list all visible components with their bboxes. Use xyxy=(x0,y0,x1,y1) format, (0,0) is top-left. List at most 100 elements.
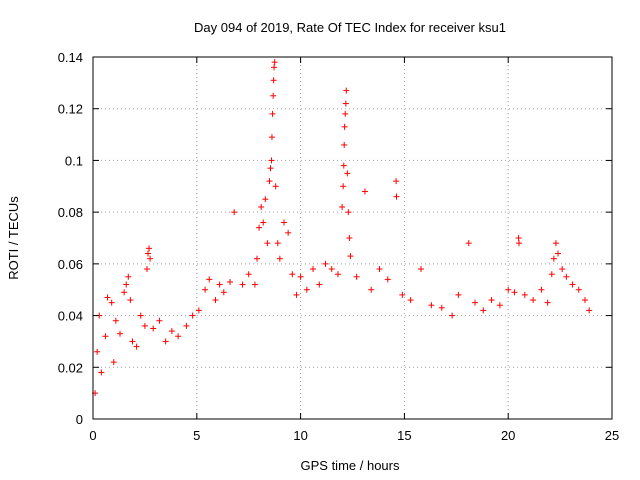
data-point xyxy=(116,330,123,337)
data-point xyxy=(108,299,115,306)
data-point xyxy=(202,286,209,293)
data-point xyxy=(266,178,273,185)
data-point xyxy=(582,297,589,304)
data-point xyxy=(407,297,414,304)
y-tick-label: 0.1 xyxy=(65,153,83,168)
data-point xyxy=(254,255,261,262)
data-point xyxy=(216,281,223,288)
data-point xyxy=(133,343,140,350)
data-point xyxy=(465,240,472,247)
data-points xyxy=(92,59,593,397)
data-point xyxy=(339,203,346,210)
data-point xyxy=(586,307,593,314)
data-point xyxy=(342,100,349,107)
data-point xyxy=(340,183,347,190)
data-point xyxy=(393,178,400,185)
data-point xyxy=(552,240,559,247)
data-point xyxy=(127,297,134,304)
axis-ticks: 0 5 10 15 20 25 0 0.02 0.04 0.06 0.08 0.1 0.12 0.14 xyxy=(58,50,620,443)
data-point xyxy=(438,304,445,311)
data-point xyxy=(183,322,190,329)
data-point xyxy=(530,297,537,304)
data-point xyxy=(220,289,227,296)
data-point xyxy=(137,312,144,319)
data-point xyxy=(231,209,238,216)
data-point xyxy=(353,273,360,280)
y-tick-label: 0.02 xyxy=(58,360,83,375)
data-point xyxy=(515,235,522,241)
data-point xyxy=(162,338,169,345)
data-point xyxy=(559,266,566,273)
data-point xyxy=(146,245,153,252)
data-point xyxy=(94,348,101,355)
data-point xyxy=(550,255,557,262)
chart-title: Day 094 of 2019, Rate Of TEC Index for r… xyxy=(194,20,506,35)
data-point xyxy=(227,278,234,285)
data-point xyxy=(195,307,202,314)
data-point xyxy=(245,271,252,278)
data-point xyxy=(98,369,105,376)
y-axis-label: ROTI / TECUs xyxy=(6,196,21,280)
data-point xyxy=(322,260,329,267)
data-point xyxy=(150,325,157,332)
x-tick-label: 0 xyxy=(89,428,96,443)
data-point xyxy=(293,291,300,298)
data-point xyxy=(303,286,310,293)
data-point xyxy=(341,123,348,130)
data-point xyxy=(480,307,487,314)
data-point xyxy=(143,266,150,273)
data-point xyxy=(488,297,495,304)
data-point xyxy=(270,77,277,84)
data-point xyxy=(316,281,323,288)
data-point xyxy=(280,219,287,226)
data-point xyxy=(515,240,522,247)
data-point xyxy=(145,250,152,257)
data-point xyxy=(538,286,545,293)
data-point xyxy=(272,183,279,190)
plot-frame xyxy=(92,56,613,420)
data-point xyxy=(267,165,274,172)
data-point xyxy=(555,250,562,257)
data-point xyxy=(110,359,117,366)
data-point xyxy=(344,170,351,177)
data-point xyxy=(399,291,406,298)
data-point xyxy=(505,286,512,293)
data-point xyxy=(264,240,271,247)
data-point xyxy=(361,188,368,195)
data-point xyxy=(125,273,132,280)
x-axis-label: GPS time / hours xyxy=(301,458,400,473)
data-point xyxy=(156,317,163,324)
data-point xyxy=(343,87,350,94)
data-point xyxy=(342,110,349,117)
data-point xyxy=(269,110,276,117)
data-point xyxy=(129,338,136,345)
x-tick-label: 20 xyxy=(501,428,515,443)
data-point xyxy=(346,235,353,241)
data-point xyxy=(368,286,375,293)
data-point xyxy=(345,209,352,216)
x-tick-label: 5 xyxy=(193,428,200,443)
data-point xyxy=(449,312,456,319)
data-point xyxy=(328,266,335,273)
x-tick-label: 15 xyxy=(397,428,411,443)
data-point xyxy=(239,281,246,288)
data-point xyxy=(251,281,258,288)
y-tick-label: 0.08 xyxy=(58,205,83,220)
data-point xyxy=(455,291,462,298)
data-point xyxy=(276,255,283,262)
data-point xyxy=(141,322,148,329)
data-point xyxy=(121,289,128,296)
data-point xyxy=(544,299,551,306)
data-point xyxy=(112,317,119,324)
data-point xyxy=(471,299,478,306)
data-point xyxy=(496,302,503,309)
data-point xyxy=(212,297,219,304)
data-point xyxy=(285,229,292,236)
data-point xyxy=(393,193,400,200)
data-point xyxy=(260,219,267,226)
data-point xyxy=(262,196,269,203)
y-tick-label: 0.04 xyxy=(58,309,83,324)
y-tick-label: 0.06 xyxy=(58,257,83,272)
grid xyxy=(93,57,612,419)
